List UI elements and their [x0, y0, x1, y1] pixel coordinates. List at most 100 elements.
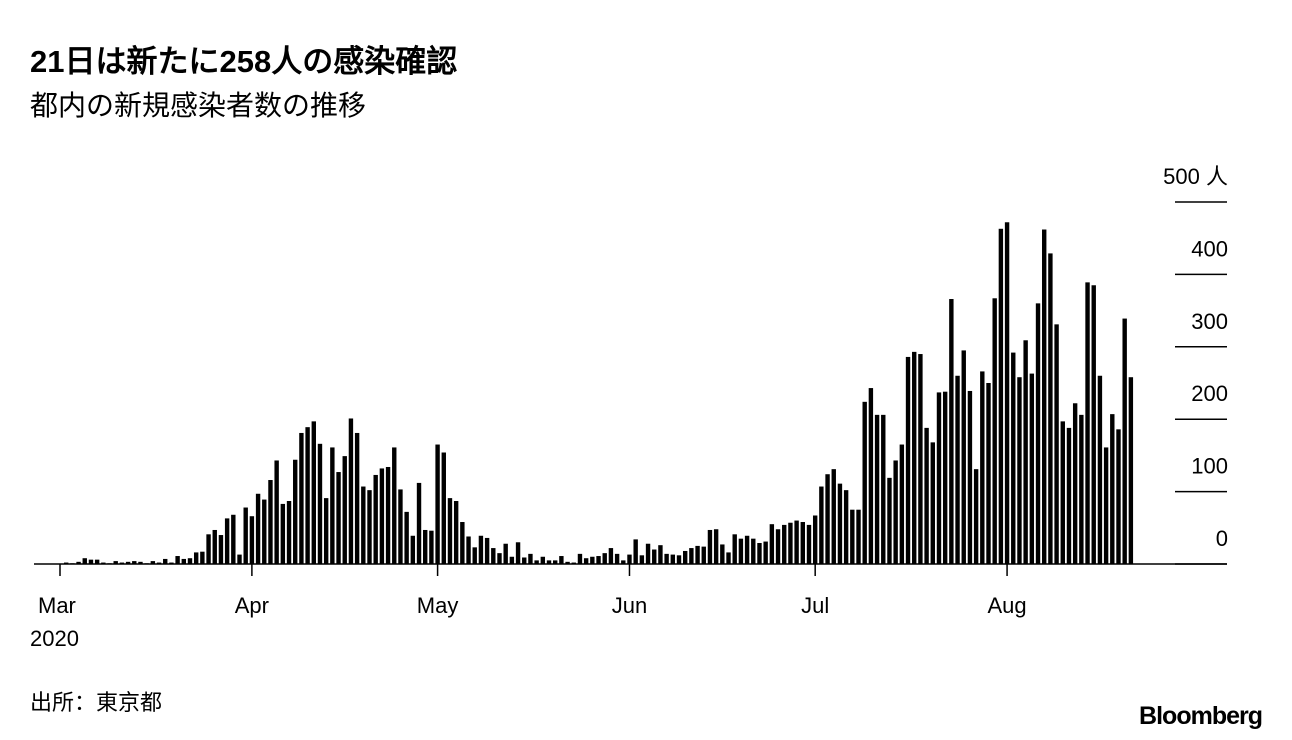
bar — [503, 543, 508, 564]
bar — [633, 539, 638, 564]
bar — [132, 561, 137, 564]
bar — [1066, 427, 1072, 564]
bar — [293, 459, 298, 564]
bar — [88, 559, 94, 564]
y-tick-label: 500 人 — [1163, 164, 1228, 189]
bar — [645, 543, 651, 564]
bar — [385, 466, 391, 564]
bar — [1116, 429, 1121, 564]
bar — [546, 560, 552, 564]
bar — [819, 486, 824, 564]
bar — [534, 560, 539, 564]
bar — [639, 555, 645, 564]
bar — [367, 490, 372, 564]
bar — [1054, 324, 1059, 564]
bar — [63, 562, 69, 564]
bar — [150, 561, 156, 564]
bar — [323, 498, 329, 564]
bar — [577, 553, 583, 564]
bar — [831, 469, 836, 564]
bar — [1048, 253, 1053, 565]
bar — [280, 503, 286, 564]
bar — [187, 558, 193, 564]
bar — [163, 558, 168, 564]
bar — [874, 414, 880, 564]
year-label: 2020 — [30, 626, 79, 651]
bar — [1091, 285, 1096, 564]
bar — [553, 560, 558, 564]
bar — [998, 228, 1004, 564]
bar — [571, 562, 576, 564]
bar — [701, 546, 706, 564]
bar — [317, 443, 323, 564]
bar — [447, 498, 453, 564]
bar — [193, 552, 199, 564]
bar — [379, 468, 385, 564]
bar — [522, 557, 527, 564]
bar — [330, 447, 335, 564]
bar — [825, 474, 830, 564]
bar — [113, 561, 118, 564]
bar — [614, 553, 620, 564]
brand: Bloomberg — [1139, 702, 1262, 730]
bar — [751, 538, 756, 564]
bar — [924, 427, 929, 564]
bar — [881, 414, 886, 564]
bar — [1035, 303, 1041, 564]
bar — [237, 554, 242, 564]
y-tick-label: 0 — [1216, 526, 1228, 551]
bar — [757, 543, 762, 564]
bar — [262, 499, 267, 564]
bar — [782, 524, 787, 564]
bar — [305, 427, 310, 564]
bar — [794, 520, 799, 564]
x-tick-label: Mar — [38, 593, 76, 618]
bar — [1042, 229, 1047, 564]
bar — [590, 556, 595, 564]
bar — [744, 535, 750, 564]
bar — [509, 556, 515, 564]
bar — [354, 432, 360, 564]
bar — [775, 529, 781, 564]
x-tick-label: May — [417, 593, 459, 618]
bar — [169, 562, 174, 564]
bar — [905, 356, 911, 564]
bar — [138, 561, 143, 564]
bar — [423, 529, 428, 564]
bar — [682, 550, 688, 564]
bar — [689, 548, 694, 564]
bar — [1103, 447, 1109, 564]
bar — [1128, 377, 1134, 564]
bar — [101, 562, 106, 564]
bar — [1072, 403, 1078, 564]
bar — [980, 371, 985, 564]
bar — [336, 472, 341, 564]
bar — [967, 390, 973, 564]
bar — [274, 460, 279, 564]
bar — [559, 556, 564, 564]
bar — [986, 383, 991, 564]
bar — [856, 509, 861, 564]
bar — [912, 351, 917, 564]
bar — [268, 480, 273, 564]
bar — [416, 482, 422, 564]
bar — [224, 518, 230, 564]
bar — [936, 392, 942, 564]
bar — [676, 555, 682, 564]
bar — [249, 516, 255, 564]
bar — [410, 535, 416, 564]
bar — [1085, 282, 1090, 564]
bar — [218, 535, 224, 564]
bar — [70, 563, 75, 564]
bar — [1023, 340, 1028, 564]
bar — [887, 477, 892, 564]
bar — [893, 460, 898, 564]
bar — [1097, 375, 1103, 564]
bar — [206, 534, 211, 564]
chart-subtitle: 都内の新規感染者数の推移 — [30, 90, 366, 121]
bar — [583, 558, 589, 564]
bar — [540, 556, 546, 564]
bar — [299, 432, 304, 564]
bar — [763, 541, 768, 564]
